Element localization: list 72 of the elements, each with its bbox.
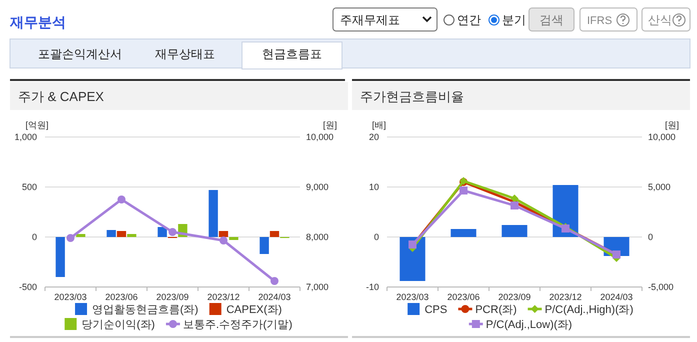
text: 연간 — [457, 13, 481, 27]
legend-label: CAPEX(좌) — [226, 304, 282, 316]
text: 현금흐름표 — [262, 47, 322, 61]
text: 포괄손익계산서 — [38, 47, 122, 61]
x-tick-label: 2023/12 — [549, 292, 582, 302]
x-tick-label: 2024/03 — [258, 292, 291, 302]
point — [66, 234, 74, 242]
y2-tick-label: 10,000 — [648, 132, 676, 142]
text: 검색 — [540, 13, 564, 27]
y2-tick-label: 10,000 — [306, 132, 334, 142]
text: 재무분석 — [9, 14, 66, 30]
bar — [158, 227, 167, 237]
point — [510, 202, 518, 210]
y2-tick-label: -5,000 — [648, 282, 674, 292]
point — [460, 186, 468, 194]
y-tick-label: 1,000 — [14, 132, 37, 142]
x-tick-label: 2023/06 — [105, 292, 138, 302]
x-tick-label: 2023/03 — [396, 292, 429, 302]
bar — [56, 237, 65, 277]
legend-label: CPS — [424, 304, 448, 316]
text: 산식 — [648, 13, 672, 27]
x-tick-label: 2023/03 — [54, 292, 87, 302]
x-tick-label: 2024/03 — [600, 292, 633, 302]
bar — [116, 231, 126, 237]
bar — [208, 190, 218, 237]
x-tick-label: 2023/12 — [207, 292, 240, 302]
x-tick-label: 2023/06 — [447, 292, 480, 302]
y2-tick-label: 7,000 — [306, 282, 329, 292]
x-tick-label: 2023/09 — [156, 292, 189, 302]
y2-tick-label: 9,000 — [306, 182, 329, 192]
bar — [106, 230, 116, 237]
bar — [270, 231, 280, 237]
text: 재무상태표 — [155, 47, 215, 61]
bar — [450, 229, 476, 237]
y-axis-title: [억원] — [25, 120, 49, 130]
legend-label: 보통주.수정주가(기말) — [182, 319, 292, 331]
x-tick-label: 2023/09 — [498, 292, 531, 302]
chart-title: 주가 & CAPEX — [18, 89, 104, 104]
y2-tick-label: 0 — [648, 232, 654, 242]
y-axis-title: [배] — [372, 120, 386, 130]
y2-axis-title: [원] — [664, 120, 680, 130]
point — [510, 194, 518, 202]
y-tick-label: 0 — [32, 232, 37, 242]
text: IFRS — [587, 15, 612, 27]
bar — [260, 237, 269, 254]
y-tick-label: 20 — [368, 132, 379, 142]
text: 주재무제표 — [340, 13, 400, 27]
point — [220, 236, 228, 244]
legend-label: PCR(좌) — [475, 304, 517, 316]
y-tick-label: 500 — [22, 182, 37, 192]
y2-tick-label: 8,000 — [306, 232, 329, 242]
y-tick-label: 10 — [368, 182, 379, 192]
bar — [229, 237, 238, 240]
bar — [218, 231, 228, 237]
chart-title: 주가현금흐름비율 — [360, 89, 464, 104]
bar — [400, 237, 426, 281]
bar — [127, 234, 136, 237]
legend-label: 영업활동현금흐름(좌) — [92, 304, 198, 316]
y2-tick-label: 5,000 — [648, 182, 671, 192]
legend-label: P/C(Adj.,Low)(좌) — [486, 319, 572, 331]
text: 분기 — [502, 13, 526, 27]
point — [270, 277, 278, 285]
bar — [502, 225, 528, 237]
y-tick-label: -10 — [366, 282, 379, 292]
bar — [76, 234, 86, 237]
y-tick-label: -500 — [18, 282, 37, 292]
y-tick-label: 0 — [374, 232, 379, 242]
legend-label: P/C(Adj.,High)(좌) — [544, 304, 634, 316]
legend-label: 당기순이익(좌) — [82, 319, 155, 331]
y2-axis-title: [원] — [322, 120, 338, 130]
point — [168, 228, 176, 236]
point — [118, 196, 126, 204]
